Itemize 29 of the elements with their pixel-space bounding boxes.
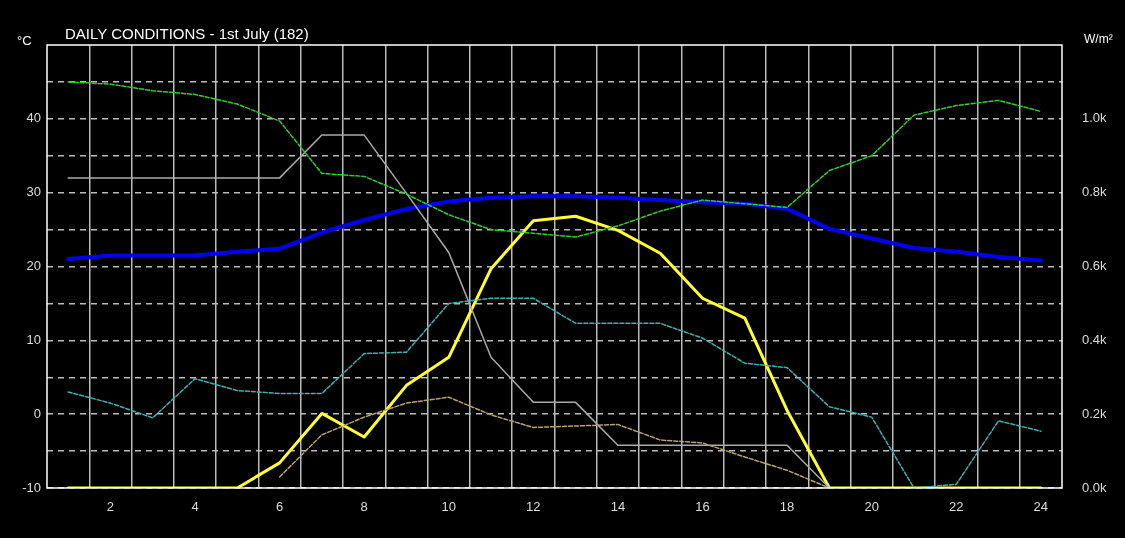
y-tick-label: 10: [26, 331, 41, 347]
y2-tick-label: 1.0k: [1082, 110, 1108, 126]
y2-tick-label: 0.0k: [1082, 479, 1108, 495]
y-tick-label: 0: [33, 405, 41, 421]
chart-title: DAILY CONDITIONS - 1st July (182): [65, 24, 309, 42]
x-tick-label: 20: [864, 499, 879, 515]
y2-tick-label: 0.8k: [1082, 184, 1108, 200]
y-tick-label: 40: [26, 110, 41, 126]
y-axis-title: °C: [17, 33, 32, 49]
x-tick-label: 22: [949, 499, 964, 515]
x-tick-label: 14: [610, 499, 626, 515]
line-series: [67, 297, 1042, 488]
y2-tick-label: 0.4k: [1082, 331, 1108, 347]
x-tick-label: 10: [441, 499, 457, 515]
y2-tick-label: 0.2k: [1082, 405, 1108, 421]
x-tick-label: 8: [360, 499, 368, 515]
x-tick-label: 4: [191, 499, 199, 515]
line-series: [67, 81, 1042, 238]
y-tick-label: 30: [26, 184, 41, 200]
y-tick-label: -10: [22, 479, 41, 495]
x-tick-label: 12: [526, 499, 541, 515]
y-tick-label: 20: [26, 258, 41, 274]
x-tick-label: 2: [106, 499, 115, 515]
x-tick-label: 18: [779, 499, 795, 515]
x-tick-label: 6: [275, 499, 284, 515]
y2-tick-label: 0.6k: [1082, 258, 1108, 274]
x-tick-label: 16: [695, 499, 710, 515]
y2-axis-title: W/m²: [1084, 32, 1113, 47]
x-tick-label: 24: [1033, 499, 1049, 515]
